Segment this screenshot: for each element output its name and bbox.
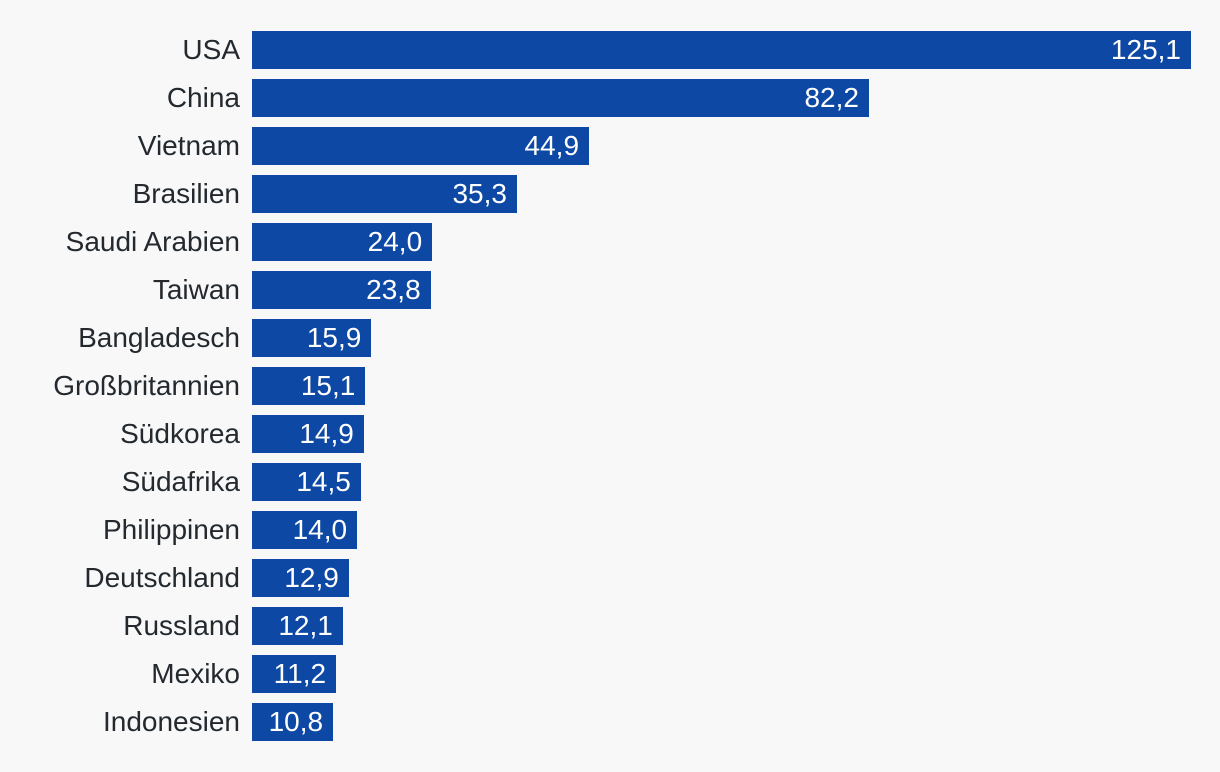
category-label: Brasilien xyxy=(132,178,240,209)
bar-value-label: 15,9 xyxy=(306,322,362,353)
chart-row: Bangladesch 15,9 xyxy=(0,314,1191,362)
chart-row: USA 125,1 xyxy=(0,26,1191,74)
bar-value-label: 12,1 xyxy=(278,610,333,641)
bar: 15,9 xyxy=(252,319,372,357)
category-label: Mexiko xyxy=(151,658,240,689)
bar: 24,0 xyxy=(252,223,433,261)
chart-row: Saudi Arabien 24,0 xyxy=(0,218,1191,266)
category-label: Südkorea xyxy=(120,418,240,449)
bar: 14,5 xyxy=(252,463,361,501)
bar: 15,1 xyxy=(252,367,366,405)
chart-row: Indonesien 10,8 xyxy=(0,698,1191,746)
bar-value-label: 44,9 xyxy=(524,130,580,161)
bar: 35,3 xyxy=(252,175,517,213)
bar: 82,2 xyxy=(252,79,869,117)
bar-value-label: 11,2 xyxy=(273,658,327,689)
bar-value-label: 14,5 xyxy=(296,466,351,497)
category-label: Philippinen xyxy=(103,514,240,545)
bar: 44,9 xyxy=(252,127,590,165)
bar: 11,2 xyxy=(252,655,337,693)
bar-track: 24,0 xyxy=(252,223,1191,261)
bar-value-label: 12,9 xyxy=(284,562,339,593)
chart-row: Südkorea 14,9 xyxy=(0,410,1191,458)
chart-row: Mexiko 11,2 xyxy=(0,650,1191,698)
bar: 12,9 xyxy=(252,559,349,597)
bar-value-label: 23,8 xyxy=(366,274,421,305)
chart-row: Taiwan 23,8 xyxy=(0,266,1191,314)
chart-row: Philippinen 14,0 xyxy=(0,506,1191,554)
chart-row: Deutschland 12,9 xyxy=(0,554,1191,602)
bar-track: 11,2 xyxy=(252,655,1191,693)
bar: 125,1 xyxy=(252,31,1191,69)
category-label: China xyxy=(166,82,240,113)
bar-track: 14,0 xyxy=(252,511,1191,549)
bar-track: 15,9 xyxy=(252,319,1191,357)
bar-track: 35,3 xyxy=(252,175,1191,213)
category-label: Russland xyxy=(123,610,240,641)
bar: 14,9 xyxy=(252,415,364,453)
bar-value-label: 24,0 xyxy=(367,226,423,257)
category-label: Südafrika xyxy=(121,466,240,497)
bar-value-label: 82,2 xyxy=(804,82,859,113)
bar: 14,0 xyxy=(252,511,358,549)
bar-value-label: 35,3 xyxy=(452,178,507,209)
category-label: Großbritannien xyxy=(53,370,240,401)
bar-track: 12,1 xyxy=(252,607,1191,645)
chart-row: China 82,2 xyxy=(0,74,1191,122)
category-label: Vietnam xyxy=(137,130,240,161)
bar-value-label: 14,0 xyxy=(292,514,348,545)
bar-track: 125,1 xyxy=(252,31,1191,69)
bar-track: 82,2 xyxy=(252,79,1191,117)
chart-row: Südafrika 14,5 xyxy=(0,458,1191,506)
bar-value-label: 125,1 xyxy=(1110,34,1181,65)
bar-value-label: 14,9 xyxy=(299,418,354,449)
bar-track: 14,9 xyxy=(252,415,1191,453)
chart-row: Russland 12,1 xyxy=(0,602,1191,650)
bar-value-label: 15,1 xyxy=(300,370,356,401)
bar-track: 23,8 xyxy=(252,271,1191,309)
bar-track: 44,9 xyxy=(252,127,1191,165)
bar: 23,8 xyxy=(252,271,431,309)
category-label: Bangladesch xyxy=(78,322,240,353)
category-label: Indonesien xyxy=(102,706,240,737)
bar-value-label: 10,8 xyxy=(268,706,324,737)
bar-track: 15,1 xyxy=(252,367,1191,405)
category-label: USA xyxy=(182,34,240,65)
bar: 12,1 xyxy=(252,607,343,645)
chart-row: Vietnam 44,9 xyxy=(0,122,1191,170)
chart-row: Großbritannien 15,1 xyxy=(0,362,1191,410)
chart-row: Brasilien 35,3 xyxy=(0,170,1191,218)
bar: 10,8 xyxy=(252,703,334,741)
bar-track: 14,5 xyxy=(252,463,1191,501)
bar-track: 12,9 xyxy=(252,559,1191,597)
category-label: Saudi Arabien xyxy=(65,226,240,257)
category-label: Deutschland xyxy=(84,562,240,593)
category-label: Taiwan xyxy=(152,274,240,305)
bar-track: 10,8 xyxy=(252,703,1191,741)
